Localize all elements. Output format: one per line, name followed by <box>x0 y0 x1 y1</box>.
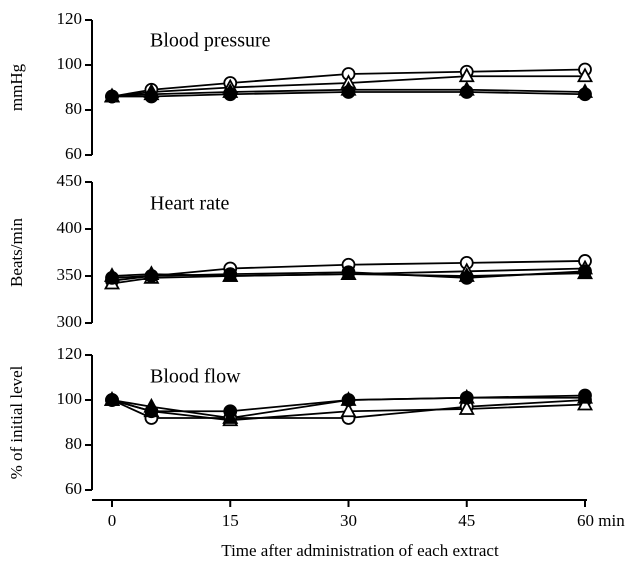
marker <box>144 269 159 283</box>
y-tick-label: 60 <box>65 479 82 498</box>
marker <box>105 393 119 407</box>
y-tick-label: 450 <box>57 171 83 190</box>
y-tick-label: 100 <box>57 389 83 408</box>
x-tick-label: 45 <box>458 511 475 530</box>
marker <box>459 390 474 405</box>
y-tick-label: 400 <box>57 218 83 237</box>
marker <box>459 85 474 99</box>
marker <box>223 87 238 102</box>
marker <box>223 404 238 419</box>
y-tick-label: 350 <box>57 265 83 284</box>
x-tick-label: 0 <box>108 511 117 530</box>
marker <box>576 67 594 83</box>
y-tick-label: 60 <box>65 144 82 163</box>
x-axis-label: Time after administration of each extrac… <box>221 541 499 560</box>
series-line <box>111 75 585 98</box>
y-tick-label: 80 <box>65 434 82 453</box>
marker <box>341 85 356 99</box>
marker <box>105 270 119 285</box>
y-tick-label: 120 <box>57 9 83 28</box>
x-tick-label: 15 <box>222 511 239 530</box>
x-tick-label: 30 <box>340 511 357 530</box>
marker <box>223 267 238 282</box>
y-axis-label: mmHg <box>7 63 26 111</box>
panel-title: Heart rate <box>150 193 230 215</box>
panel-title: Blood flow <box>150 366 241 388</box>
marker <box>458 400 475 415</box>
marker <box>341 393 356 407</box>
marker <box>340 402 357 418</box>
marker <box>144 89 159 104</box>
y-tick-label: 100 <box>57 54 83 73</box>
marker <box>144 404 159 419</box>
y-tick-label: 80 <box>65 99 82 118</box>
x-tick-label: 60 min <box>577 511 625 530</box>
marker <box>578 87 592 102</box>
marker <box>341 265 356 280</box>
y-tick-label: 120 <box>57 344 83 363</box>
marker <box>578 264 592 279</box>
y-axis-label: Beats/min <box>7 218 26 287</box>
marker <box>578 388 592 403</box>
y-tick-label: 300 <box>57 312 83 331</box>
marker <box>105 89 119 104</box>
y-axis-label: % of initial level <box>7 365 26 479</box>
panel-title: Blood pressure <box>150 30 271 52</box>
marker <box>459 270 474 285</box>
